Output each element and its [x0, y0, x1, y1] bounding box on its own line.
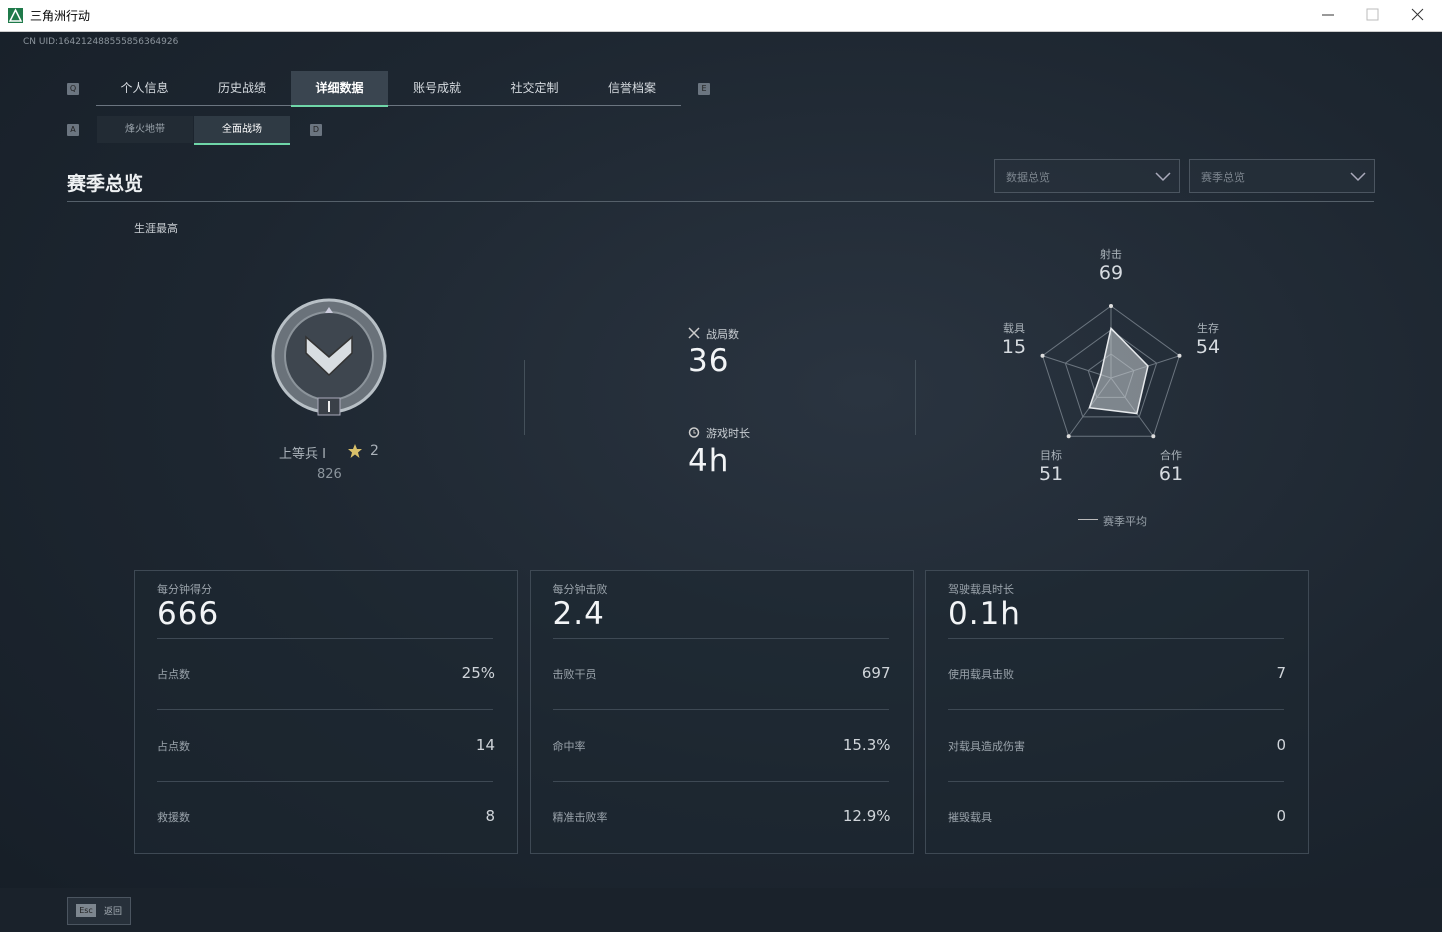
dropdown[interactable]: 赛季总览	[1189, 159, 1375, 193]
radar-value: 54	[1195, 336, 1221, 359]
stat-card: 每分钟得分 666 占点数 25% 占点数 14 救援数 8	[134, 570, 518, 854]
key-hint: E	[698, 83, 710, 95]
row-label: 占点数	[157, 739, 190, 753]
back-label: 返回	[104, 907, 123, 917]
card-value: 666	[157, 596, 220, 632]
subtab[interactable]: 烽火地带	[97, 116, 193, 143]
radar-value: 15	[1001, 336, 1027, 359]
row-label: 救援数	[157, 811, 190, 824]
row-label: 命中率	[552, 739, 586, 753]
separator	[948, 638, 1284, 639]
row-value: 8	[485, 807, 495, 825]
rank-score: 826	[317, 467, 342, 482]
row-value: 14	[475, 735, 495, 754]
stat-card: 驾驶载具时长 0.1h 使用载具击败 7 对载具造成伤害 0 摧毁载具 0	[925, 570, 1309, 854]
window-controls[interactable]	[1310, 0, 1442, 31]
row-label: 使用载具击败	[948, 668, 1014, 681]
row-label: 占点数	[157, 668, 190, 681]
card-title: 每分钟击败	[552, 583, 608, 596]
card-value: 0.1h	[948, 596, 1021, 632]
uid: CN UID:164212488555856364926	[23, 37, 179, 47]
card-title: 每分钟得分	[157, 583, 212, 596]
key-hint: Esc	[76, 904, 96, 917]
radar-label: 生存	[1197, 322, 1219, 336]
section-title: 赛季总览	[67, 173, 144, 195]
radar-value: 51	[1038, 462, 1064, 485]
tab[interactable]: 个人信息	[120, 81, 169, 95]
divider	[915, 360, 916, 435]
separator	[552, 709, 889, 710]
card-value: 2.4	[552, 596, 605, 632]
chevron	[1155, 172, 1171, 182]
dropdown-label: 数据总览	[1006, 171, 1050, 184]
rank-name: 上等兵 I	[279, 447, 326, 462]
stat-value: 36	[688, 343, 730, 379]
stat-label: 战局数	[706, 328, 739, 341]
row-value: 15.3%	[842, 735, 891, 754]
window-title: 三角洲行动	[30, 9, 91, 23]
radar-value: 69	[1098, 262, 1124, 284]
row-value: 0	[1276, 735, 1286, 754]
dropdown-label: 赛季总览	[1201, 171, 1245, 184]
tab[interactable]: 信誉档案	[607, 81, 656, 95]
dropdown[interactable]: 数据总览	[994, 159, 1180, 193]
app-icon	[8, 8, 23, 23]
radar-value: 61	[1158, 462, 1184, 485]
radar-label: 合作	[1159, 448, 1182, 462]
card-title: 驾驶载具时长	[948, 583, 1014, 596]
row-value: 697	[861, 664, 891, 682]
row-value: 7	[1276, 664, 1286, 682]
chevron	[1350, 172, 1366, 182]
row-value: 25%	[461, 664, 495, 682]
key-hint: A	[67, 124, 79, 136]
row-label: 击败干员	[552, 668, 597, 681]
row-label: 对载具造成伤害	[948, 739, 1025, 753]
clock-icon	[688, 427, 700, 438]
separator	[157, 638, 493, 639]
legend-line	[1078, 519, 1098, 520]
tab[interactable]: 历史战绩	[217, 81, 266, 95]
radar-label: 射击	[1100, 248, 1122, 261]
key-hint: Q	[67, 83, 79, 95]
separator	[157, 780, 493, 782]
stat-value: 4h	[688, 443, 730, 479]
row-value: 0	[1276, 807, 1286, 825]
footer	[0, 888, 1442, 932]
row-label: 精准击败率	[552, 811, 608, 824]
section-rule	[67, 201, 1374, 202]
career-label: 生涯最高	[134, 222, 178, 235]
stat-card: 每分钟击败 2.4 击败干员 697 命中率 15.3% 精准击败率 12.9%	[529, 570, 914, 854]
separator	[157, 709, 493, 710]
radar-label: 目标	[1040, 448, 1063, 462]
row-label: 摧毁载具	[948, 811, 992, 824]
tab-underline	[96, 105, 681, 106]
legend-label: 赛季平均	[1103, 515, 1147, 528]
battle-icon	[688, 327, 700, 339]
separator	[552, 638, 889, 639]
subtab[interactable]: 全面战场	[194, 116, 290, 145]
divider	[524, 360, 525, 435]
rank-badge	[271, 298, 387, 416]
star-icon	[348, 444, 362, 458]
title-bar: 三角洲行动	[0, 0, 1442, 32]
separator	[948, 709, 1284, 710]
stat-label: 游戏时长	[706, 427, 750, 440]
back-button[interactable]: Esc 返回	[67, 897, 131, 925]
separator	[948, 780, 1284, 782]
tab[interactable]: 详细数据	[291, 71, 388, 107]
row-value: 12.9%	[842, 807, 891, 825]
star-count: 2	[370, 443, 379, 459]
separator	[552, 780, 889, 782]
tab[interactable]: 社交定制	[510, 81, 559, 95]
tab[interactable]: 账号成就	[412, 81, 461, 95]
key-hint: D	[310, 124, 322, 136]
radar-label: 载具	[1002, 322, 1025, 336]
